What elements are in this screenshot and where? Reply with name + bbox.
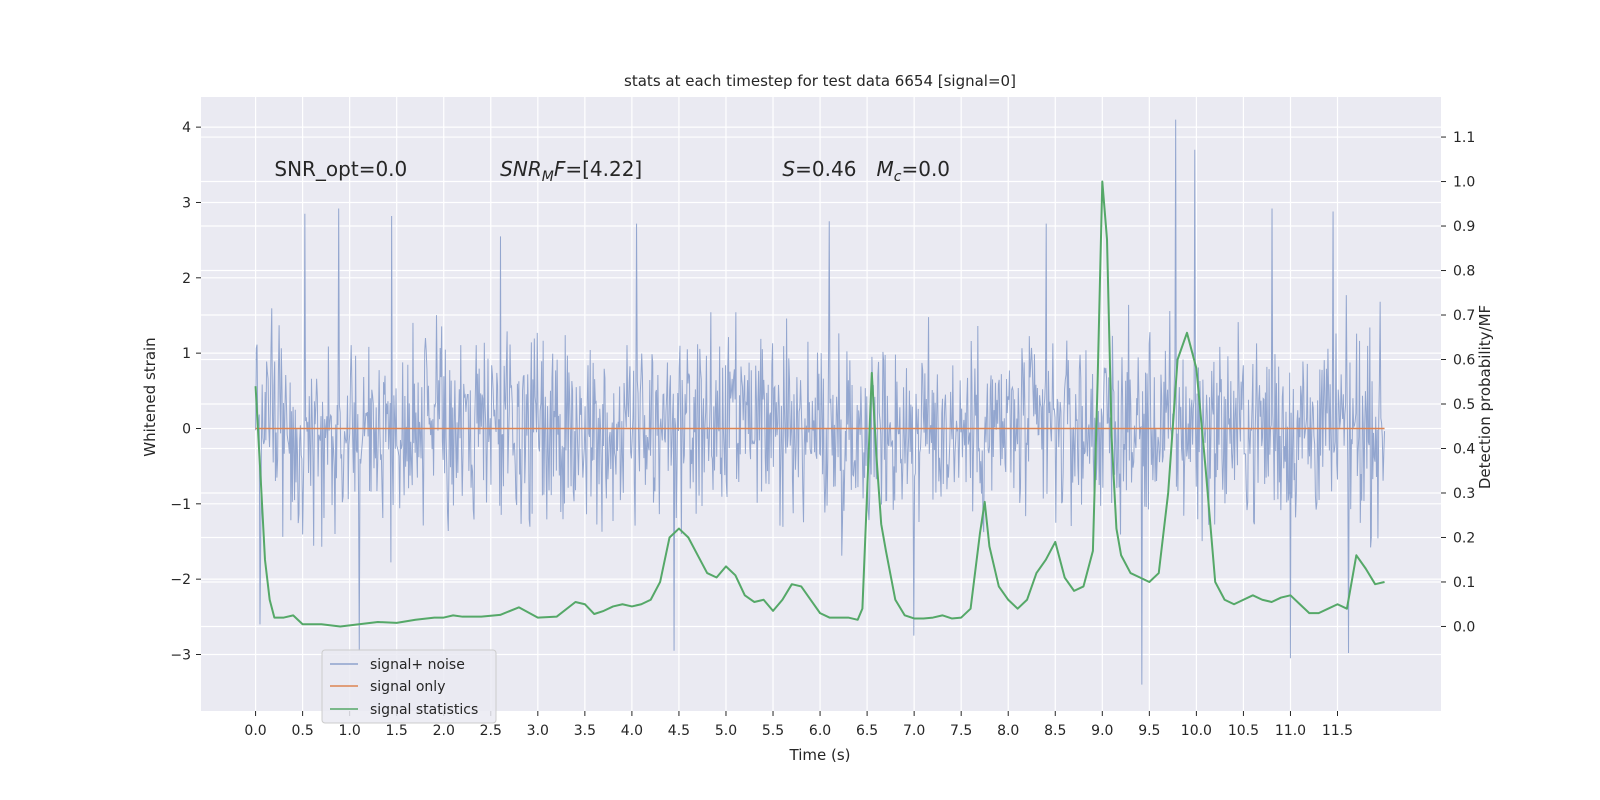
x-tick-label: 4.0 <box>621 723 643 739</box>
y-tick-label: 3 <box>182 195 191 211</box>
y-axis-label: Whitened strain <box>141 337 159 456</box>
signal-noise-line <box>255 119 1386 685</box>
x-tick-label: 9.0 <box>1091 723 1113 739</box>
x-tick-label: 7.0 <box>903 723 925 739</box>
x-tick-label: 10.5 <box>1228 723 1259 739</box>
annotation-snr-mf: SNRMF=[4.22] <box>500 157 642 185</box>
x-tick-label: 7.5 <box>950 723 972 739</box>
y-right-tick-label: 0.8 <box>1453 264 1475 280</box>
x-tick-label: 11.0 <box>1275 723 1306 739</box>
chart-title: stats at each timestep for test data 665… <box>624 72 1016 90</box>
x-tick-label: 4.5 <box>668 723 690 739</box>
y-axis-right-label: Detection probability/MF <box>1476 305 1494 489</box>
y-tick-label: 2 <box>182 271 191 287</box>
legend: signal+ noise signal only signal statist… <box>321 649 497 724</box>
x-tick-label: 1.0 <box>339 723 361 739</box>
x-axis-ticks: 0.0 0.5 1.0 1.5 2.0 2.5 3.0 3.5 4.0 4.5 5.0 5.5 6.0 6… <box>244 711 1353 739</box>
x-tick-label: 5.0 <box>715 723 737 739</box>
x-tick-label: 9.5 <box>1138 723 1160 739</box>
x-tick-label: 3.0 <box>527 723 549 739</box>
y-right-tick-label: 0.0 <box>1453 619 1475 635</box>
y-right-tick-label: 1.0 <box>1453 175 1475 191</box>
legend-box <box>321 649 497 724</box>
y-right-tick-label: 0.2 <box>1453 530 1475 546</box>
annotation-mc: Mc=0.0 <box>877 157 951 185</box>
y-right-tick-label: 0.6 <box>1453 353 1475 369</box>
x-tick-label: 11.5 <box>1322 723 1353 739</box>
x-axis-label: Time (s) <box>789 746 851 764</box>
y-right-tick-label: 0.3 <box>1453 486 1475 502</box>
y-axis-left-ticks: −3 −2 −1 0 1 2 3 4 <box>170 120 201 663</box>
y-tick-label: −2 <box>170 572 191 588</box>
x-tick-label: 3.5 <box>574 723 596 739</box>
annotation-snr-opt: SNR_opt=0.0 <box>274 157 407 181</box>
x-tick-label: 2.0 <box>433 723 455 739</box>
y-axis-right-ticks: 0.0 0.1 0.2 0.3 0.4 0.5 0.6 0.7 0.8 0.9 1.0 1.1 <box>1441 130 1475 635</box>
annotations: SNR_opt=0.0 SNRMF=[4.22] S=0.46 Mc=0.0 <box>274 157 950 185</box>
x-tick-label: 6.0 <box>809 723 831 739</box>
x-tick-label: 8.5 <box>1044 723 1066 739</box>
signal-statistics-line <box>254 180 1385 628</box>
x-tick-label: 10.0 <box>1181 723 1212 739</box>
x-tick-label: 0.5 <box>291 723 313 739</box>
y-tick-label: 1 <box>182 346 191 362</box>
x-tick-label: 6.5 <box>856 723 878 739</box>
legend-label-signal-statistics: signal statistics <box>370 702 478 718</box>
y-right-tick-label: 0.7 <box>1453 308 1475 324</box>
y-right-tick-label: 0.5 <box>1453 397 1475 413</box>
legend-label-signal-noise: signal+ noise <box>370 657 465 673</box>
y-right-tick-label: 0.1 <box>1453 575 1475 591</box>
y-tick-label: 0 <box>182 421 191 437</box>
y-right-tick-label: 0.9 <box>1453 219 1475 235</box>
signal-noise-series <box>255 119 1386 685</box>
y-right-tick-label: 0.4 <box>1453 441 1475 457</box>
x-tick-label: 5.5 <box>762 723 784 739</box>
x-tick-label: 0.0 <box>244 723 266 739</box>
legend-label-signal-only: signal only <box>370 679 445 695</box>
y-tick-label: −3 <box>170 647 191 663</box>
x-tick-label: 8.0 <box>997 723 1019 739</box>
y-tick-label: −1 <box>170 497 191 513</box>
x-tick-label: 1.5 <box>386 723 408 739</box>
y-tick-label: 4 <box>182 120 191 136</box>
signal-statistics-series <box>254 180 1385 628</box>
x-tick-label: 2.5 <box>480 723 502 739</box>
annotation-s: S=0.46 <box>782 157 856 181</box>
y-right-tick-label: 1.1 <box>1453 130 1475 146</box>
